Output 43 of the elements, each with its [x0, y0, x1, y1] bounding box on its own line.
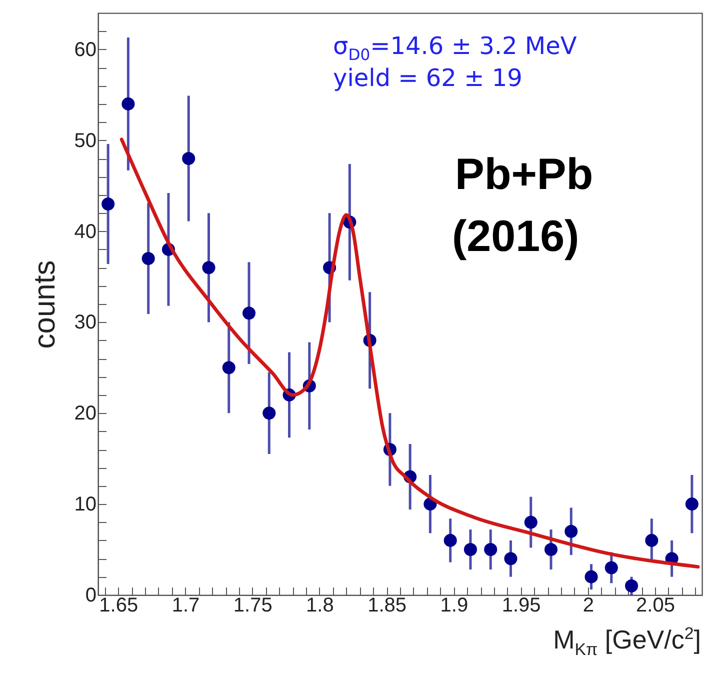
y-tick-label: 60 — [74, 38, 96, 61]
x-tick-label: 1.9 — [440, 594, 468, 616]
annotation: σ$_{D0}$=14.6 ± 3.2 MeV — [333, 32, 577, 64]
x-tick-label: 2.05 — [636, 594, 675, 616]
point — [102, 197, 115, 210]
point — [564, 524, 578, 538]
point — [584, 570, 598, 584]
point — [202, 261, 216, 274]
x-tick-label: 1.95 — [502, 594, 541, 616]
point — [262, 406, 276, 420]
x-tick-label: 2 — [582, 594, 594, 616]
point — [645, 534, 658, 547]
annotation: (2016) — [452, 212, 580, 262]
y-tick-label: 0 — [85, 584, 96, 606]
y-tick-label: 40 — [74, 220, 96, 243]
line-series — [120, 138, 700, 569]
point — [504, 552, 518, 566]
point — [685, 498, 698, 511]
point — [242, 306, 256, 320]
y-tick-label: 30 — [74, 312, 96, 334]
point — [222, 361, 236, 374]
point — [182, 152, 196, 166]
point — [524, 516, 538, 529]
point — [444, 534, 457, 547]
x-tick-label: 1.65 — [99, 594, 138, 616]
y-axis-title: counts — [28, 260, 62, 349]
point — [625, 579, 638, 592]
x-tick-label: 1.75 — [233, 594, 272, 616]
point — [604, 561, 618, 574]
x-tick-label: 1.8 — [306, 594, 334, 616]
annotation: yield = 62 ± 19 — [333, 64, 522, 92]
point — [544, 543, 558, 556]
x-tick-label: 1.7 — [172, 594, 200, 616]
x-tick-label: 1.85 — [368, 594, 407, 616]
y-tick-label: 50 — [74, 130, 96, 152]
annotation: Pb+Pb — [455, 150, 594, 200]
y-tick-label: 20 — [74, 402, 96, 425]
point — [484, 543, 498, 556]
point — [142, 252, 155, 266]
y-tick-label: 10 — [74, 494, 96, 516]
point — [464, 543, 477, 556]
point — [122, 97, 135, 110]
x-axis-title: M$_{Kπ}$ [GeV/c$^{2}$] — [553, 624, 701, 660]
